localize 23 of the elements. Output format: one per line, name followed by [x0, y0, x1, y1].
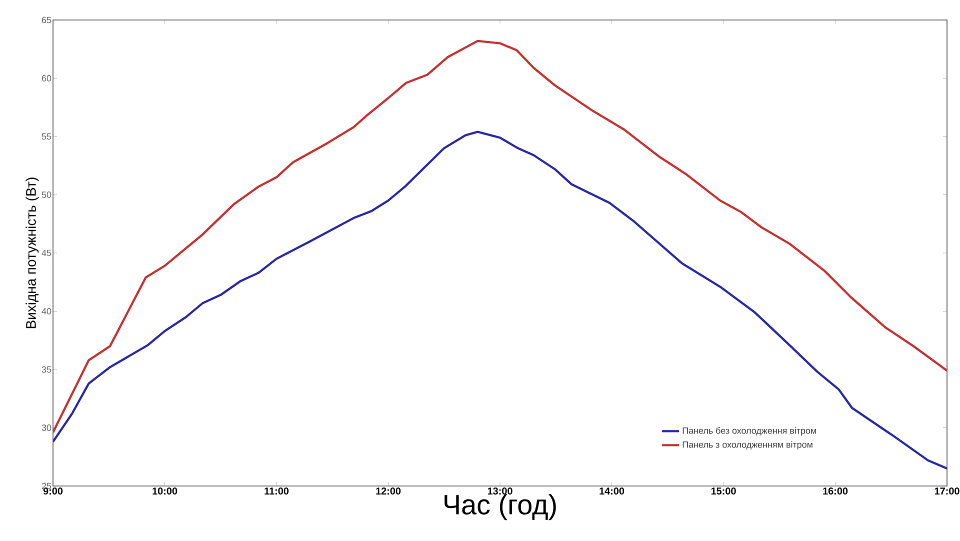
x-tick-label: 9:00 [43, 488, 63, 495]
y-tick-label: 30 [42, 424, 52, 431]
x-tick-label: 16:00 [823, 488, 848, 495]
y-tick-label: 45 [42, 250, 52, 256]
y-tick-label: 40 [42, 308, 52, 314]
legend-label: Панель без охолодження вітром [682, 427, 816, 436]
x-tick-label: 12:00 [376, 488, 401, 495]
legend-label: Панель з охолодженням вітром [682, 441, 812, 450]
x-tick-label: 13:00 [488, 488, 512, 495]
x-tick-label: 15:00 [711, 488, 736, 495]
line-series [53, 130, 948, 470]
y-tick-label: 60 [42, 75, 52, 82]
x-axis-title: Час (год) [444, 494, 556, 520]
x-tick-label: 10:00 [152, 488, 178, 495]
x-tick-label: 11:00 [264, 488, 289, 495]
y-tick-label: 50 [42, 192, 52, 198]
y-tick-label: 35 [42, 366, 52, 373]
y-axis-title: Вихідна потужність (Вт) [26, 178, 39, 328]
y-tick-label: 25 [42, 482, 52, 490]
y-tick-label: 65 [42, 16, 52, 24]
x-tick-label: 14:00 [600, 488, 624, 495]
y-tick-label: 55 [42, 133, 52, 140]
x-tick-label: 17:00 [934, 488, 960, 495]
